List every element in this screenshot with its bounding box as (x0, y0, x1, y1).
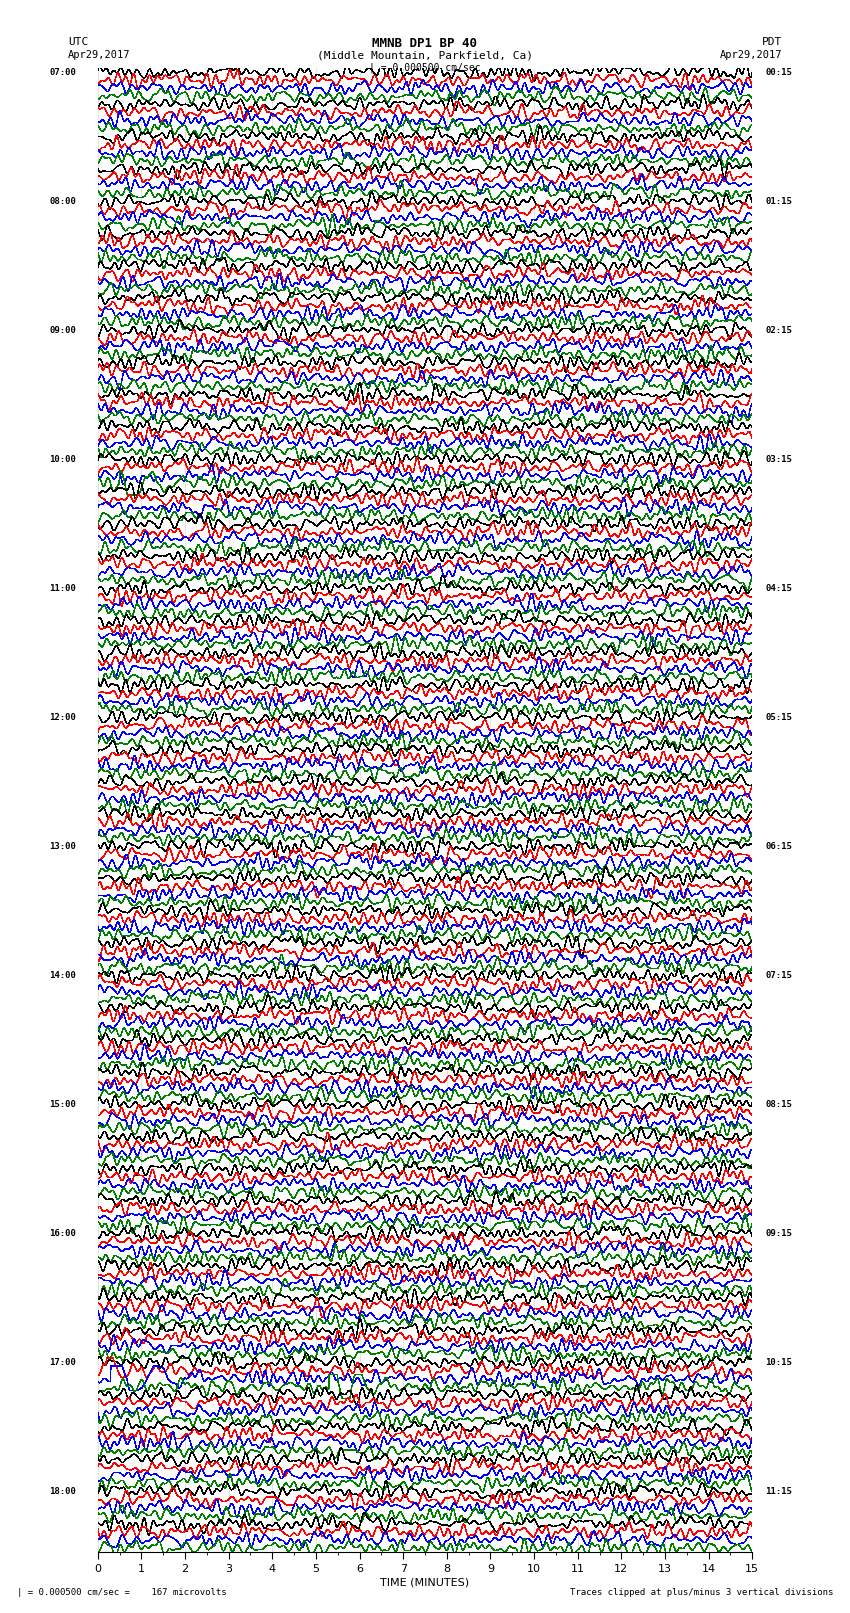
Text: 02:15: 02:15 (765, 326, 792, 336)
Text: 14:00: 14:00 (49, 971, 76, 981)
Text: Traces clipped at plus/minus 3 vertical divisions: Traces clipped at plus/minus 3 vertical … (570, 1587, 833, 1597)
Text: 13:00: 13:00 (49, 842, 76, 852)
Text: 09:15: 09:15 (765, 1229, 792, 1239)
Text: 08:15: 08:15 (765, 1100, 792, 1110)
Text: Apr29,2017: Apr29,2017 (719, 50, 782, 60)
Text: 01:15: 01:15 (765, 197, 792, 206)
Text: 00:15: 00:15 (765, 68, 792, 77)
Text: 11:00: 11:00 (49, 584, 76, 594)
Text: 09:00: 09:00 (49, 326, 76, 336)
Text: PDT: PDT (762, 37, 782, 47)
Text: 07:00: 07:00 (49, 68, 76, 77)
Text: 07:15: 07:15 (765, 971, 792, 981)
X-axis label: TIME (MINUTES): TIME (MINUTES) (381, 1578, 469, 1587)
Text: 11:15: 11:15 (765, 1487, 792, 1497)
Text: 10:15: 10:15 (765, 1358, 792, 1368)
Text: 03:15: 03:15 (765, 455, 792, 465)
Text: 12:00: 12:00 (49, 713, 76, 723)
Text: | = 0.000500 cm/sec =    167 microvolts: | = 0.000500 cm/sec = 167 microvolts (17, 1587, 227, 1597)
Text: 06:15: 06:15 (765, 842, 792, 852)
Text: 18:00: 18:00 (49, 1487, 76, 1497)
Text: 17:00: 17:00 (49, 1358, 76, 1368)
Text: 04:15: 04:15 (765, 584, 792, 594)
Text: Apr29,2017: Apr29,2017 (68, 50, 131, 60)
Text: UTC: UTC (68, 37, 88, 47)
Text: 08:00: 08:00 (49, 197, 76, 206)
Text: | = 0.000500 cm/sec: | = 0.000500 cm/sec (369, 63, 481, 74)
Text: MMNB DP1 BP 40: MMNB DP1 BP 40 (372, 37, 478, 50)
Text: 05:15: 05:15 (765, 713, 792, 723)
Text: 16:00: 16:00 (49, 1229, 76, 1239)
Text: 15:00: 15:00 (49, 1100, 76, 1110)
Text: (Middle Mountain, Parkfield, Ca): (Middle Mountain, Parkfield, Ca) (317, 50, 533, 60)
Text: 10:00: 10:00 (49, 455, 76, 465)
